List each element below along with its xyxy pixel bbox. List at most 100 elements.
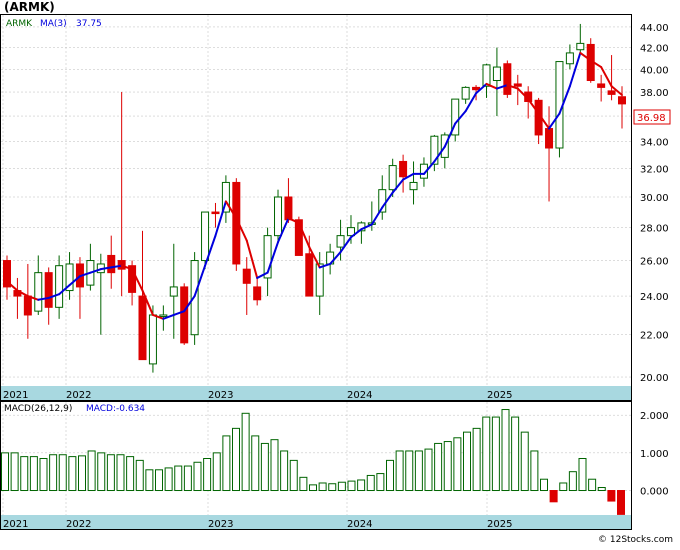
ma-segment bbox=[422, 160, 436, 175]
macd-bar bbox=[520, 431, 529, 492]
macd-bar bbox=[597, 487, 606, 492]
macd-y-tick-label: 0.000 bbox=[640, 487, 669, 498]
ma-segment bbox=[235, 217, 248, 242]
ma-segment bbox=[485, 82, 498, 90]
candle-body bbox=[284, 196, 293, 221]
ma-segment bbox=[6, 280, 19, 292]
price-y-tick-label: 20.00 bbox=[640, 373, 669, 384]
price-legend-ma-label: MA(3) bbox=[40, 19, 67, 29]
macd-bar bbox=[309, 484, 317, 492]
price-y-tick-label: 32.00 bbox=[640, 164, 669, 175]
ma-segment bbox=[256, 271, 269, 279]
macd-bar bbox=[337, 481, 346, 492]
macd-bar bbox=[414, 450, 423, 492]
macd-bar bbox=[126, 456, 135, 492]
ma-segment bbox=[277, 217, 290, 244]
macd-bar bbox=[568, 471, 577, 492]
macd-bar bbox=[530, 450, 539, 492]
macd-bar bbox=[203, 458, 212, 492]
ma-segment bbox=[527, 98, 540, 115]
chart-title: (ARMK) bbox=[4, 0, 55, 14]
macd-bar bbox=[251, 435, 260, 492]
macd-bar bbox=[511, 416, 520, 492]
ma-segment bbox=[120, 264, 134, 271]
candle-body bbox=[242, 268, 251, 284]
candle-body bbox=[44, 272, 53, 308]
macd-bar bbox=[289, 459, 298, 492]
candle-body bbox=[34, 272, 43, 312]
candle-body bbox=[576, 42, 585, 51]
ma-segment bbox=[454, 110, 467, 125]
macd-bar bbox=[232, 427, 240, 492]
ma-segment bbox=[245, 239, 259, 279]
macd-bar bbox=[540, 478, 548, 492]
macd-bar bbox=[617, 490, 625, 515]
ma-segment bbox=[506, 84, 519, 90]
macd-bar bbox=[87, 450, 96, 492]
candle-body bbox=[148, 314, 157, 365]
candle-body bbox=[388, 165, 397, 191]
ma-segment bbox=[339, 236, 352, 254]
price-x-label: 2021 bbox=[3, 390, 28, 401]
macd-bar bbox=[299, 476, 308, 492]
price-x-label: 2022 bbox=[66, 390, 91, 401]
candle-body bbox=[55, 265, 64, 308]
candle-body bbox=[274, 196, 283, 237]
candle-body bbox=[607, 90, 616, 95]
copyright-text: © 12Stocks.com bbox=[598, 535, 673, 545]
candle-body bbox=[138, 295, 147, 361]
macd-x-axis-labels: 2021 2022 2023 2024 2025 bbox=[3, 519, 512, 530]
candle-body bbox=[169, 286, 178, 297]
ma-segment bbox=[443, 122, 457, 148]
macd-y-tick-label: 2.000 bbox=[640, 411, 669, 422]
candle-body bbox=[107, 254, 116, 274]
price-y-tick-label: 40.00 bbox=[640, 65, 669, 76]
candle-body bbox=[482, 64, 491, 87]
price-y-tick-label: 42.00 bbox=[640, 44, 669, 55]
macd-bar bbox=[174, 465, 183, 492]
macd-bar bbox=[97, 452, 106, 492]
ma-segment bbox=[475, 82, 488, 95]
ma-segment bbox=[610, 85, 623, 96]
macd-bar bbox=[212, 452, 221, 492]
macd-bar bbox=[106, 454, 115, 492]
ma-segment bbox=[78, 271, 92, 278]
macd-bar bbox=[434, 442, 443, 492]
macd-bar bbox=[116, 454, 125, 492]
macd-bar bbox=[193, 461, 202, 492]
ma-segment bbox=[516, 87, 530, 101]
macd-bar bbox=[164, 467, 173, 492]
candle-body bbox=[253, 286, 262, 301]
macd-bar bbox=[491, 416, 500, 492]
macd-x-label: 2024 bbox=[347, 519, 372, 530]
candle-body bbox=[128, 265, 137, 293]
macd-bar bbox=[58, 454, 67, 492]
price-y-tick-label: 38.00 bbox=[640, 88, 669, 99]
price-x-label: 2023 bbox=[208, 390, 233, 401]
ma-segment bbox=[579, 51, 592, 62]
macd-bar bbox=[405, 450, 414, 492]
ma-segment bbox=[537, 112, 551, 130]
macd-bar bbox=[328, 483, 337, 492]
macd-bar bbox=[453, 437, 462, 492]
macd-bar bbox=[10, 452, 19, 492]
macd-bar bbox=[280, 450, 289, 492]
macd-bar bbox=[145, 469, 154, 492]
price-x-label: 2024 bbox=[347, 390, 372, 401]
macd-bar bbox=[318, 482, 327, 492]
macd-bar bbox=[20, 456, 29, 492]
macd-x-label: 2022 bbox=[66, 519, 91, 530]
ma-segment bbox=[287, 217, 300, 224]
candle-body bbox=[23, 295, 32, 316]
candle-body bbox=[492, 66, 501, 82]
macd-bar bbox=[260, 442, 269, 492]
ma-segment bbox=[99, 266, 113, 271]
candle-body bbox=[336, 235, 345, 248]
price-legend-ma-value: 37.75 bbox=[76, 19, 102, 29]
ma-segment bbox=[204, 234, 217, 267]
macd-bar bbox=[559, 482, 568, 492]
macd-bar bbox=[29, 456, 38, 492]
price-x-axis-labels: 2021 2022 2023 2024 2025 bbox=[3, 390, 512, 401]
macd-bar bbox=[183, 465, 192, 492]
